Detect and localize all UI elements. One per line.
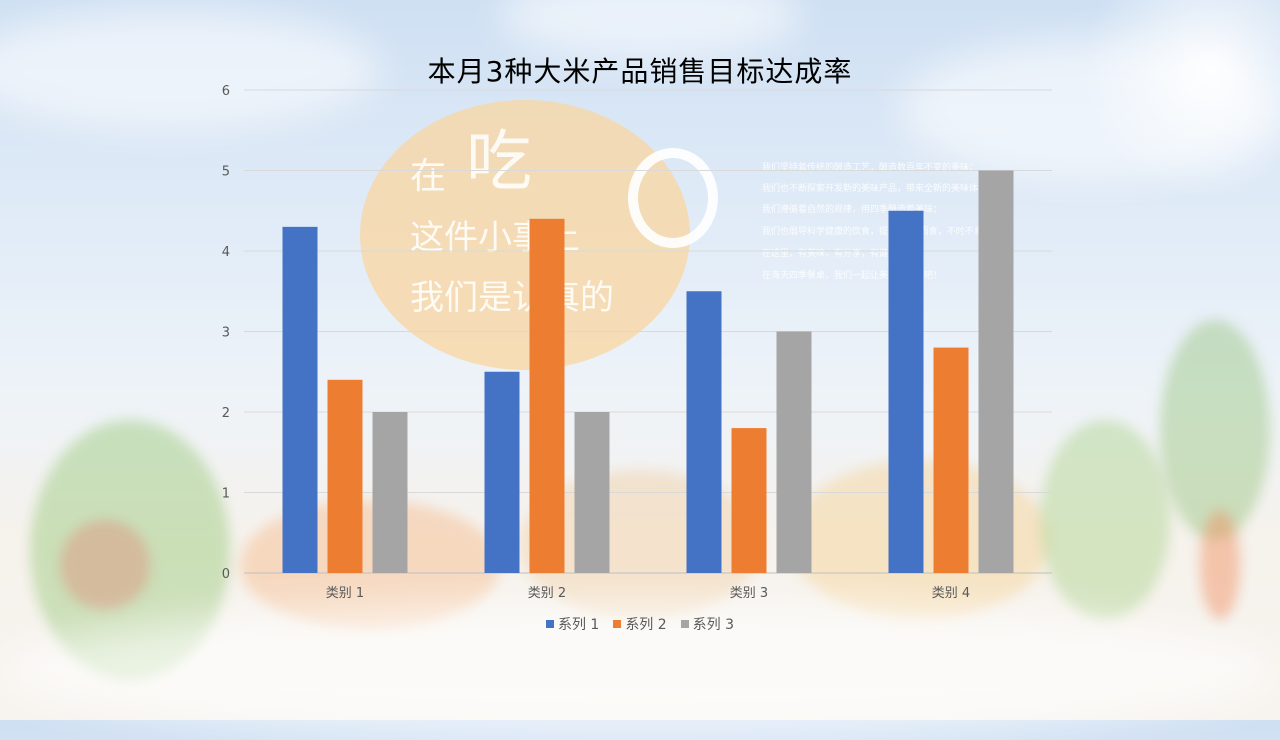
- y-tick-label: 0: [222, 567, 230, 582]
- bar: [686, 291, 722, 573]
- bar: [282, 226, 318, 573]
- x-tick-label: 类别 4: [932, 586, 970, 601]
- deco-small-line: 我们坚持着传统的酿造工艺，酿造数百年不变的美味；: [762, 163, 979, 173]
- legend-label: 系列 2: [625, 617, 667, 633]
- x-axis-ticks: 类别 1 类别 2 类别 3 类别 4: [326, 586, 970, 601]
- bar-chart: 0 1 2 3 4 5 6 类别 1 类别 2 类别 3 类别 4: [222, 84, 1052, 601]
- deco-small-line: 我们也倡导科学健康的饮食，提倡“顺时而食，不时不食”，: [762, 227, 997, 237]
- y-tick-label: 6: [222, 84, 230, 99]
- y-tick-label: 4: [222, 245, 230, 260]
- y-tick-label: 1: [222, 487, 230, 502]
- x-tick-label: 类别 3: [730, 586, 768, 601]
- legend-item: 系列 3: [680, 614, 735, 634]
- legend-label: 系列 1: [557, 617, 600, 633]
- x-tick-label: 类别 1: [326, 586, 364, 601]
- bar: [978, 170, 1014, 573]
- deco-line-3: 我们是认真的: [410, 278, 614, 318]
- y-tick-label: 2: [222, 406, 230, 421]
- legend-swatch: [680, 620, 689, 628]
- bar: [776, 331, 812, 573]
- legend-item: 系列 2: [613, 614, 667, 634]
- bowl-graphic: [628, 148, 718, 248]
- deco-small-line: 我们遵循着自然的规律，用四季酿造着美味；: [762, 205, 943, 215]
- deco-small-line: 我们也不断探索开发新的美味产品，带来全新的美味体验；: [762, 184, 997, 194]
- gridlines: [244, 89, 1052, 574]
- deco-char-2: 吃: [466, 123, 532, 200]
- bars: [282, 170, 1014, 574]
- bar: [372, 412, 408, 573]
- bar: [574, 412, 610, 573]
- bar: [484, 371, 520, 573]
- bar: [731, 428, 767, 573]
- bar: [933, 347, 969, 573]
- bar: [888, 210, 924, 573]
- bar: [529, 218, 565, 574]
- legend: 系列 1 系列 2 系列 3: [0, 614, 1280, 634]
- y-tick-label: 3: [222, 326, 230, 341]
- legend-swatch: [613, 620, 622, 628]
- legend-item: 系列 1: [545, 614, 600, 634]
- deco-small-line: 在这里，有美味，有分享，有健康。: [762, 249, 907, 259]
- chart-title: 本月3种大米产品销售目标达成率: [427, 55, 853, 88]
- deco-char-1: 在: [410, 156, 447, 197]
- legend-swatch: [545, 620, 554, 628]
- bar: [327, 379, 363, 573]
- y-axis-ticks: 0 1 2 3 4 5 6: [222, 84, 230, 582]
- y-tick-label: 5: [222, 165, 230, 180]
- x-tick-label: 类别 2: [528, 586, 566, 601]
- decorative-circle: [360, 100, 690, 370]
- legend-label: 系列 3: [692, 617, 735, 633]
- deco-small-line: 在海天四季餐桌，我们一起让美味吃起来吧！: [762, 271, 943, 281]
